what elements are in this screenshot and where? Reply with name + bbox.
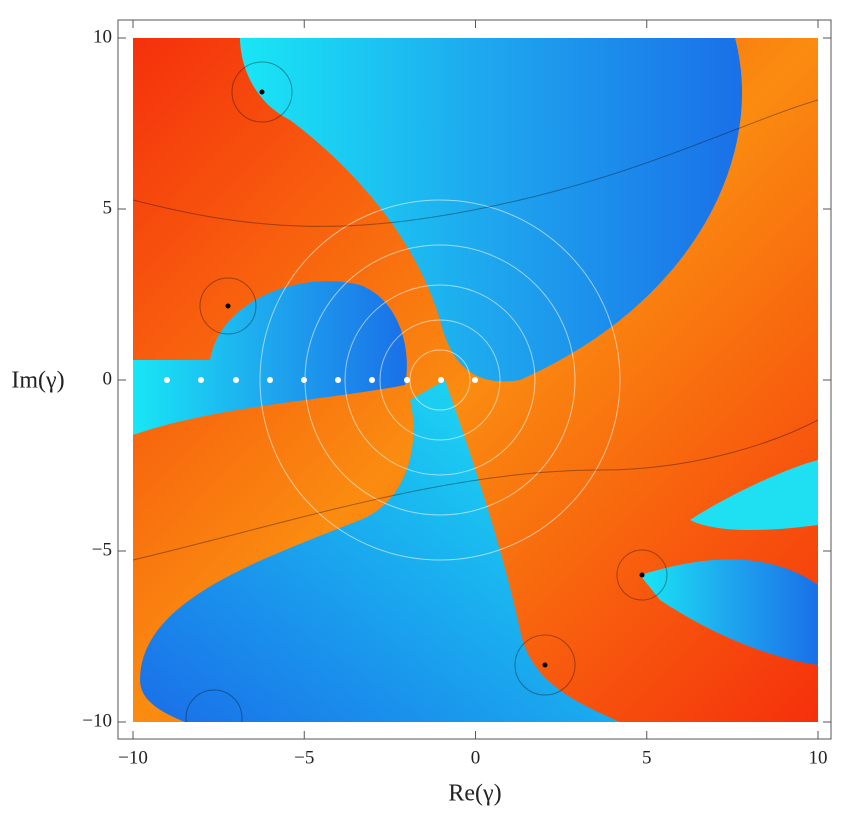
- y-tick-label: −5: [92, 539, 112, 560]
- x-tick-label: 0: [471, 747, 481, 768]
- x-axis-label: Re(γ): [448, 781, 501, 807]
- phase-plot: [133, 38, 818, 722]
- y-tick-label: 10: [93, 26, 112, 47]
- x-tick-label: −5: [294, 747, 314, 768]
- y-axis-label: Im(γ): [11, 368, 64, 394]
- x-tick-label: −10: [118, 747, 148, 768]
- y-tick-label: 0: [103, 368, 113, 389]
- x-tick-label: 5: [642, 747, 652, 768]
- y-tick-label: 5: [103, 197, 113, 218]
- y-tick-label: −10: [82, 710, 112, 731]
- x-tick-label: 10: [809, 747, 828, 768]
